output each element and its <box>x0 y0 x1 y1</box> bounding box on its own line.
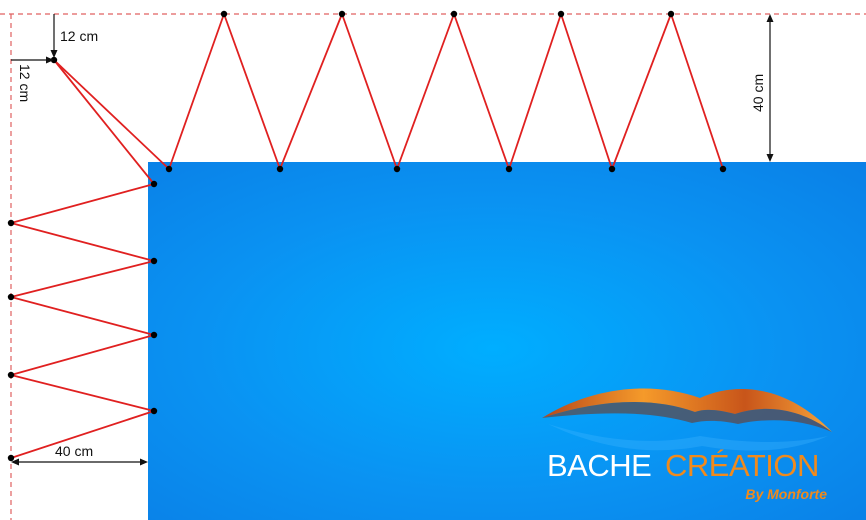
anchor-points <box>7 10 727 462</box>
dimension-top-depth: 40 cm <box>750 14 774 162</box>
lacing-segment <box>10 260 155 298</box>
lacing-segment <box>168 13 225 170</box>
top-anchor-point <box>450 10 458 18</box>
side-anchor-point <box>7 371 15 379</box>
side-anchor-point <box>7 293 15 301</box>
side-anchor-point <box>7 219 15 227</box>
lacing-segment <box>10 374 155 412</box>
top-anchor-point <box>557 10 565 18</box>
lacing-segment <box>611 13 672 170</box>
tarp-eyelet <box>276 165 284 173</box>
tarp-eyelet <box>505 165 513 173</box>
tarp-eyelet <box>393 165 401 173</box>
lacing-segment <box>53 59 155 185</box>
lacing-segment <box>53 59 170 170</box>
lacing-segment <box>10 222 155 262</box>
bache-creation-logo: BACHE CRÉATION By Monforte <box>542 388 832 502</box>
top-anchor-point <box>667 10 675 18</box>
dimension-label-corner-vertical: 12 cm <box>60 28 98 44</box>
dimension-label-corner-horizontal: 12 cm <box>17 64 33 102</box>
lacing-segment <box>341 13 398 170</box>
lacing-segment <box>10 296 155 336</box>
tarp-eyelet <box>150 331 158 339</box>
lacing-segment <box>560 13 613 170</box>
tarp-eyelet <box>150 257 158 265</box>
lacing-segment <box>10 334 155 376</box>
dimension-label-top-depth: 40 cm <box>750 74 766 112</box>
top-anchor-point <box>338 10 346 18</box>
lacing-segment <box>10 183 155 224</box>
tarp-eyelet <box>150 180 158 188</box>
tarp-eyelet <box>165 165 173 173</box>
tarp-cover <box>148 162 866 520</box>
tarp-eyelet <box>608 165 616 173</box>
lacing-segment <box>10 410 155 459</box>
logo-arch-graphic <box>542 388 832 451</box>
tarp-eyelet <box>150 407 158 415</box>
lacing-segment <box>396 13 455 170</box>
lacing-cord <box>10 13 724 459</box>
dimension-side-depth: 40 cm <box>11 443 148 466</box>
lacing-segment <box>508 13 562 170</box>
lacing-segment <box>453 13 510 170</box>
logo-word-bache: BACHE <box>547 448 651 483</box>
top-anchor-point <box>220 10 228 18</box>
tarp-eyelet <box>719 165 727 173</box>
lacing-segment <box>279 13 343 170</box>
logo-tagline: By Monforte <box>745 486 827 502</box>
dimension-corner-horizontal: 12 cm <box>11 56 54 102</box>
dimension-corner-vertical: 12 cm <box>50 14 98 58</box>
lacing-segment <box>670 13 724 170</box>
lacing-segment <box>223 13 281 170</box>
logo-word-creation: CRÉATION <box>665 448 819 483</box>
side-anchor-point <box>7 454 15 462</box>
dimension-label-side-depth: 40 cm <box>55 443 93 459</box>
